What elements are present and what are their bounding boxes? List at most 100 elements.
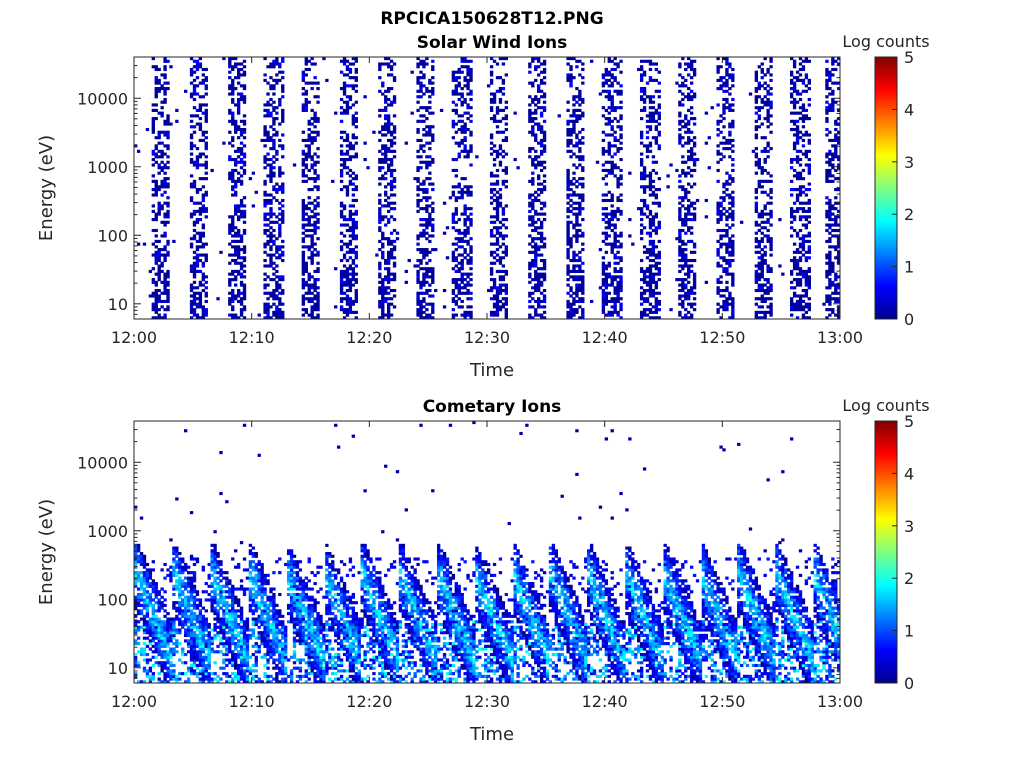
solar-wind-heat-cell (204, 155, 208, 159)
solar-wind-heat-cell (645, 114, 650, 118)
solar-wind-heat-cell (684, 256, 688, 260)
solar-wind-heat-cell (539, 272, 544, 276)
solar-wind-heat-cell (537, 275, 541, 279)
solar-wind-heat-cell (154, 228, 158, 233)
solar-wind-heat-cell (345, 108, 350, 112)
solar-wind-heat-cell (269, 245, 273, 249)
solar-wind-heat-cell (154, 299, 158, 304)
solar-wind-heat-cell (531, 59, 535, 63)
solar-wind-heat-cell (763, 313, 767, 317)
solar-wind-heat-cell (684, 193, 688, 197)
solar-wind-heat-cell (157, 316, 161, 320)
solar-wind-heat-cell (428, 250, 432, 254)
solar-wind-heat-cell (751, 149, 756, 153)
solar-wind-heat-cell (242, 228, 247, 233)
solar-wind-heat-cell (607, 223, 611, 227)
solar-wind-heat-cell (619, 209, 623, 213)
solar-wind-heat-cell (578, 228, 582, 233)
solar-wind-heat-cell (236, 62, 241, 66)
solar-wind-heat-cell (466, 280, 470, 284)
solar-wind-heat-cell (534, 288, 538, 293)
solar-wind-heat-cell (154, 308, 158, 312)
solar-wind-heat-cell (619, 106, 623, 110)
solar-wind-heat-cell (804, 250, 809, 254)
solar-wind-heat-cell (469, 67, 473, 72)
solar-wind-heat-cell (678, 179, 682, 183)
solar-wind-heat-cell (825, 272, 829, 276)
solar-wind-heat-cell (581, 280, 585, 284)
solar-wind-heat-cell (639, 209, 644, 213)
solar-wind-heat-cell (616, 245, 620, 249)
solar-wind-heat-cell (339, 59, 344, 63)
solar-wind-heat-cell (789, 193, 794, 197)
solar-wind-heat-cell (687, 122, 691, 126)
solar-wind-heat-cell (195, 155, 200, 159)
solar-wind-heat-cell (716, 218, 720, 222)
solar-wind-heat-cell (231, 288, 235, 293)
solar-wind-heat-cell (539, 106, 544, 110)
solar-wind-heat-cell (728, 201, 732, 205)
solar-wind-heat-cell (687, 141, 691, 145)
solar-wind-heat-cell (275, 73, 279, 77)
solar-wind-heat-cell (639, 157, 644, 162)
solar-wind-heat-cell (301, 269, 306, 274)
solar-wind-heat-cell (722, 198, 726, 203)
solar-wind-heat-cell (339, 119, 344, 123)
solar-wind-heat-cell (425, 231, 429, 235)
solar-wind-heat-cell (351, 237, 356, 241)
solar-wind-heat-cell (581, 127, 585, 132)
solar-wind-heat-cell (654, 310, 659, 314)
solar-wind-heat-cell (825, 100, 829, 104)
solar-wind-heat-cell (166, 275, 170, 279)
solar-wind-heat-cell (492, 294, 497, 298)
solar-wind-heat-cell (463, 155, 467, 159)
solar-wind-heat-cell (469, 245, 473, 249)
solar-wind-heat-cell (689, 201, 694, 205)
solar-wind-heat-cell (528, 280, 532, 284)
solar-wind-heat-cell (428, 89, 432, 93)
solar-wind-heat-cell (498, 256, 503, 260)
solar-wind-heat-cell (489, 188, 494, 192)
solar-wind-heat-cell (795, 177, 800, 181)
solar-wind-heat-cell (307, 248, 311, 252)
solar-wind-heat-cell (528, 155, 532, 159)
solar-wind-heat-cell (351, 228, 356, 233)
solar-wind-heat-cell (463, 97, 467, 102)
solar-wind-heat-cell (301, 160, 306, 164)
solar-wind-heat-cell (728, 62, 732, 66)
solar-wind-heat-cell (757, 106, 761, 110)
solar-wind-heat-cell (463, 125, 467, 129)
solar-wind-heat-cell (628, 218, 632, 222)
solar-wind-heat-cell (281, 245, 285, 249)
solar-wind-heat-cell (728, 155, 732, 159)
solar-wind-heat-cell (534, 103, 538, 107)
solar-wind-heat-cell (239, 182, 244, 186)
solar-wind-heat-cell (239, 73, 244, 77)
solar-wind-heat-cell (566, 242, 570, 246)
solar-wind-heat-cell (678, 288, 682, 293)
solar-wind-heat-cell (348, 248, 353, 252)
solar-wind-heat-cell (304, 264, 308, 268)
solar-wind-heat-cell (792, 111, 797, 115)
solar-wind-heat-cell (242, 286, 247, 290)
solar-wind-heat-cell (339, 201, 344, 205)
solar-wind-heat-cell (160, 204, 164, 208)
solar-wind-heat-cell (419, 291, 423, 295)
solar-wind-heat-cell (607, 133, 611, 137)
solar-wind-heat-cell (757, 84, 761, 88)
solar-wind-heat-cell (195, 256, 200, 260)
solar-wind-heat-cell (539, 114, 544, 118)
solar-wind-heat-cell (572, 207, 576, 211)
solar-wind-heat-cell (731, 212, 735, 216)
solar-wind-heat-cell (537, 299, 541, 304)
solar-wind-heat-cell (239, 248, 244, 252)
solar-wind-heat-cell (160, 261, 164, 265)
solar-wind-heat-cell (354, 117, 358, 121)
solar-wind-heat-cell (428, 215, 432, 219)
solar-wind-heat-cell (716, 228, 720, 233)
solar-wind-heat-cell (198, 177, 203, 181)
solar-wind-heat-cell (807, 239, 811, 243)
solar-wind-heat-cell (345, 166, 350, 170)
solar-wind-heat-cell (534, 166, 538, 170)
solar-wind-heat-cell (310, 234, 314, 238)
